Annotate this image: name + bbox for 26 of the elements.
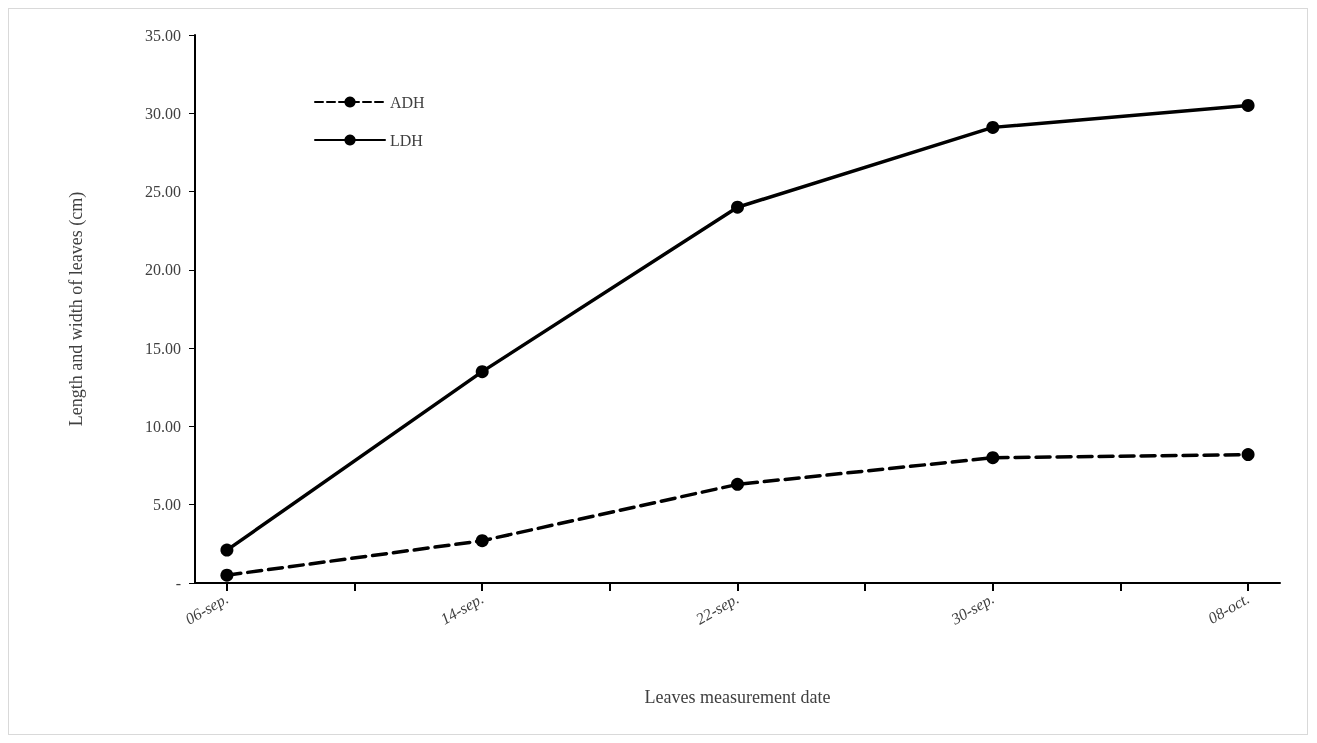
x-tick-label: 22-sep.: [692, 589, 743, 629]
y-tick-label: 25.00: [145, 183, 181, 201]
legend-label: ADH: [390, 93, 426, 111]
point: [475, 534, 489, 548]
y-tick-label: 10.00: [145, 417, 181, 435]
point: [986, 120, 1000, 134]
point: [1241, 98, 1255, 112]
y-tick-label: 5.00: [153, 496, 181, 514]
x-axis-title: Leaves measurement date: [644, 687, 831, 707]
x-tick-label: 14-sep.: [437, 589, 487, 629]
point: [220, 543, 234, 557]
point: [731, 200, 744, 214]
y-axis-title: Length and width of leaves (cm): [66, 191, 87, 427]
point: [475, 365, 489, 379]
point: [731, 477, 744, 491]
x-tick-label: 06-sep.: [182, 589, 232, 629]
y-tick-label: 15.00: [145, 339, 181, 357]
y-tick-label: 20.00: [145, 261, 181, 279]
point: [986, 451, 1000, 465]
point: [220, 568, 234, 582]
point: [1241, 448, 1255, 462]
x-tick-label: 30-sep.: [947, 589, 998, 630]
legend-label: LDH: [390, 131, 424, 149]
y-tick-label: 30.00: [145, 104, 181, 122]
y-tick-label: -: [175, 574, 181, 592]
y-tick-label: 35.00: [145, 26, 181, 44]
